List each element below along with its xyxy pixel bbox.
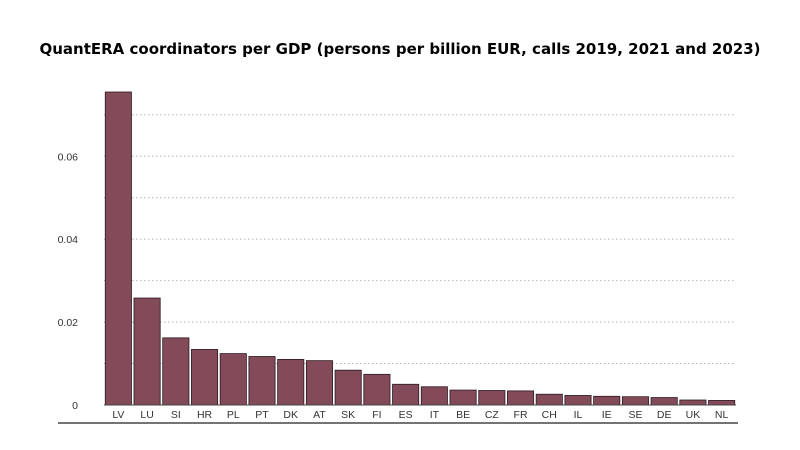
- y-tick-label: 0.02: [58, 317, 79, 329]
- bar: [449, 389, 477, 406]
- x-tick-label: PT: [255, 409, 269, 421]
- y-tick-label: 0.04: [58, 234, 79, 246]
- bar: [420, 386, 448, 406]
- bar: [133, 297, 161, 406]
- x-tick-label: CZ: [485, 409, 500, 421]
- y-tick-label: 0.06: [58, 151, 79, 163]
- x-tick-label: SK: [341, 409, 355, 421]
- x-tick-label: LU: [140, 409, 153, 421]
- x-tick-label: SE: [628, 409, 642, 421]
- bar: [507, 390, 535, 406]
- chart-title: QuantERA coordinators per GDP (persons p…: [39, 40, 761, 58]
- x-tick-label: FR: [514, 409, 528, 421]
- bar: [593, 395, 621, 406]
- x-tick-label: PL: [227, 409, 240, 421]
- bar: [392, 383, 420, 406]
- x-tick-label: DE: [657, 409, 672, 421]
- bar: [162, 337, 190, 406]
- x-tick-label: DK: [283, 409, 298, 421]
- x-tick-label: SI: [171, 409, 181, 421]
- bar: [621, 396, 649, 406]
- x-tick-label: AT: [313, 409, 326, 421]
- bar: [277, 358, 305, 406]
- x-tick-label: ES: [399, 409, 413, 421]
- x-tick-label: UK: [686, 409, 701, 421]
- bar: [305, 360, 333, 406]
- bar: [679, 399, 707, 406]
- x-tick-label: IE: [602, 409, 612, 421]
- x-tick-label: IL: [574, 409, 583, 421]
- y-tick-label: 0: [72, 400, 78, 412]
- x-tick-label: IT: [430, 409, 440, 421]
- bar: [363, 373, 391, 406]
- x-tick-label: NL: [715, 409, 729, 421]
- bar: [478, 390, 506, 406]
- bar: [248, 356, 276, 406]
- x-tick-label: BE: [456, 409, 470, 421]
- bar: [104, 91, 132, 406]
- bar: [650, 397, 678, 406]
- x-tick-label: CH: [542, 409, 557, 421]
- bar: [334, 369, 362, 406]
- x-tick-label: LV: [112, 409, 124, 421]
- bar: [564, 395, 592, 406]
- bar: [219, 353, 247, 406]
- bar: [535, 393, 563, 406]
- x-tick-label: HR: [197, 409, 213, 421]
- bar: [708, 400, 736, 406]
- x-tick-label: FI: [372, 409, 381, 421]
- bar: [191, 349, 219, 406]
